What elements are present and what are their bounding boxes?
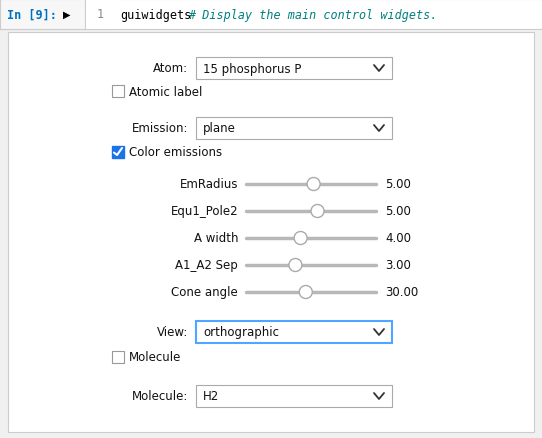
Text: 5.00: 5.00 [385, 178, 411, 191]
Text: Atomic label: Atomic label [129, 85, 202, 98]
Bar [85, 0, 86, 30]
Text: Color emissions: Color emissions [129, 146, 222, 159]
Bar [0, 0, 542, 30]
Text: orthographic: orthographic [203, 326, 279, 339]
Circle shape [289, 259, 302, 272]
Text: Molecule:: Molecule: [132, 390, 188, 403]
Text: EmRadius: EmRadius [179, 178, 238, 191]
Circle shape [294, 232, 307, 245]
Bar [112, 147, 124, 159]
Text: A1_A2 Sep: A1_A2 Sep [175, 259, 238, 272]
Text: Equ1_Pole2: Equ1_Pole2 [170, 205, 238, 218]
Text: ▶: ▶ [63, 10, 70, 20]
Text: 5.00: 5.00 [385, 205, 411, 218]
Text: Molecule: Molecule [129, 351, 182, 364]
Text: A width: A width [193, 232, 238, 245]
Bar [196, 58, 392, 80]
Text: 1: 1 [96, 8, 104, 21]
Text: H2: H2 [203, 390, 220, 403]
Text: plane: plane [203, 122, 236, 135]
Circle shape [299, 286, 312, 299]
Text: 30.00: 30.00 [385, 286, 418, 299]
Text: Cone angle: Cone angle [171, 286, 238, 299]
Circle shape [307, 178, 320, 191]
Bar [112, 86, 124, 98]
Text: Atom:: Atom: [153, 62, 188, 75]
Text: In [9]:: In [9]: [7, 8, 57, 21]
Text: 15 phosphorus P: 15 phosphorus P [203, 62, 301, 75]
Text: 4.00: 4.00 [385, 232, 411, 245]
Bar [196, 118, 392, 140]
Bar [0, 0, 85, 30]
Text: View:: View: [157, 326, 188, 339]
Text: Emission:: Emission: [132, 122, 188, 135]
Bar [112, 351, 124, 363]
Text: 3.00: 3.00 [385, 259, 411, 272]
Bar [196, 385, 392, 407]
Circle shape [311, 205, 324, 218]
Text: # Display the main control widgets.: # Display the main control widgets. [188, 8, 437, 21]
Bar [86, 0, 116, 30]
Bar [196, 321, 392, 343]
Text: guiwidgets: guiwidgets [120, 8, 191, 21]
